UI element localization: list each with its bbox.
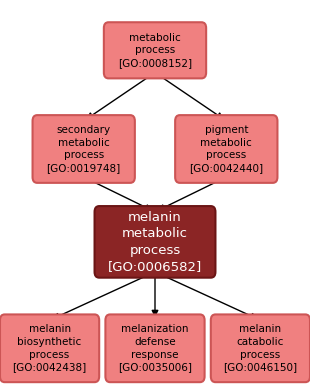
FancyBboxPatch shape — [33, 115, 135, 183]
FancyBboxPatch shape — [0, 314, 99, 382]
Text: secondary
metabolic
process
[GO:0019748]: secondary metabolic process [GO:0019748] — [46, 125, 121, 173]
Text: metabolic
process
[GO:0008152]: metabolic process [GO:0008152] — [118, 33, 192, 68]
FancyBboxPatch shape — [175, 115, 277, 183]
Text: melanization
defense
response
[GO:0035006]: melanization defense response [GO:003500… — [118, 324, 192, 373]
Text: melanin
biosynthetic
process
[GO:0042438]: melanin biosynthetic process [GO:0042438… — [12, 324, 87, 373]
FancyBboxPatch shape — [211, 314, 310, 382]
FancyBboxPatch shape — [104, 22, 206, 78]
FancyBboxPatch shape — [105, 314, 205, 382]
Text: melanin
metabolic
process
[GO:0006582]: melanin metabolic process [GO:0006582] — [108, 211, 202, 273]
Text: melanin
catabolic
process
[GO:0046150]: melanin catabolic process [GO:0046150] — [223, 324, 298, 373]
FancyBboxPatch shape — [95, 206, 215, 278]
Text: pigment
metabolic
process
[GO:0042440]: pigment metabolic process [GO:0042440] — [189, 125, 264, 173]
